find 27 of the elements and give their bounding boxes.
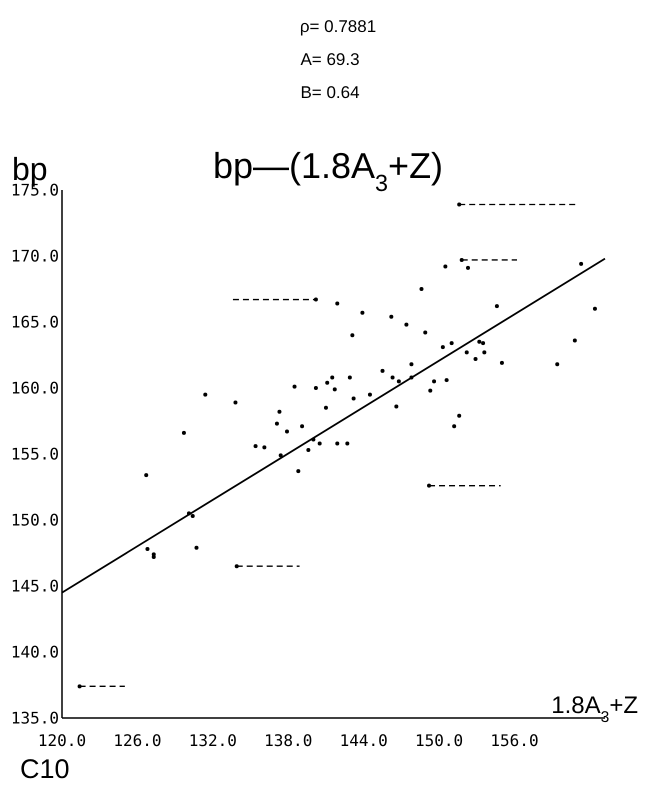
x-tick-label: 132.0 [188,731,237,750]
y-tick-label: 145.0 [10,576,59,596]
y-tick-label: 170.0 [10,246,59,266]
x-axis-title: 1.8A$_{3}$+Z [551,692,638,726]
x-tick-label: 156.0 [490,731,539,750]
y-tick-label: 140.0 [10,642,59,662]
point [234,564,239,568]
y-tick-label: 160.0 [10,378,59,398]
text: C10 [20,754,70,784]
point [314,298,318,302]
x-tick-label: 120.0 [38,731,86,750]
text: A= 69.3 [300,50,360,69]
point [460,258,464,262]
x-tick-label: 150.0 [414,731,464,750]
y-tick-label: 165.0 [10,312,59,332]
y-tick-label: 150.0 [10,510,59,530]
text: ρ= 0.7881 [300,17,376,36]
point [427,484,432,488]
text: B= 0.64 [300,83,360,102]
x-tick-label: 144.0 [340,731,388,750]
x-tick-label: 126.0 [113,731,162,750]
y-tick-label: 135.0 [10,708,59,728]
chart-title: bp—(1.8A$_{3}$+Z) [212,145,444,196]
point [78,684,82,688]
x-tick-label: 138.0 [264,731,312,750]
y-tick-label: 155.0 [10,444,59,464]
point [457,202,462,207]
